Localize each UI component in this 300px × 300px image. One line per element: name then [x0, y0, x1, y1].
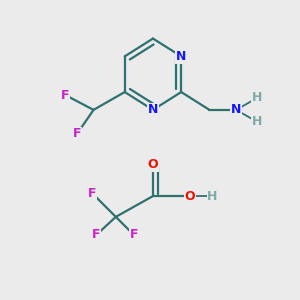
Text: O: O — [148, 158, 158, 171]
Text: F: F — [88, 187, 96, 200]
Text: H: H — [252, 92, 262, 104]
Text: H: H — [207, 190, 218, 202]
Text: N: N — [231, 103, 242, 116]
Text: H: H — [252, 115, 262, 128]
Text: F: F — [129, 228, 138, 241]
Text: O: O — [185, 190, 195, 202]
Text: N: N — [176, 50, 186, 63]
Text: F: F — [73, 127, 81, 140]
Text: F: F — [61, 88, 70, 101]
Text: N: N — [148, 103, 158, 116]
Text: F: F — [92, 228, 101, 241]
